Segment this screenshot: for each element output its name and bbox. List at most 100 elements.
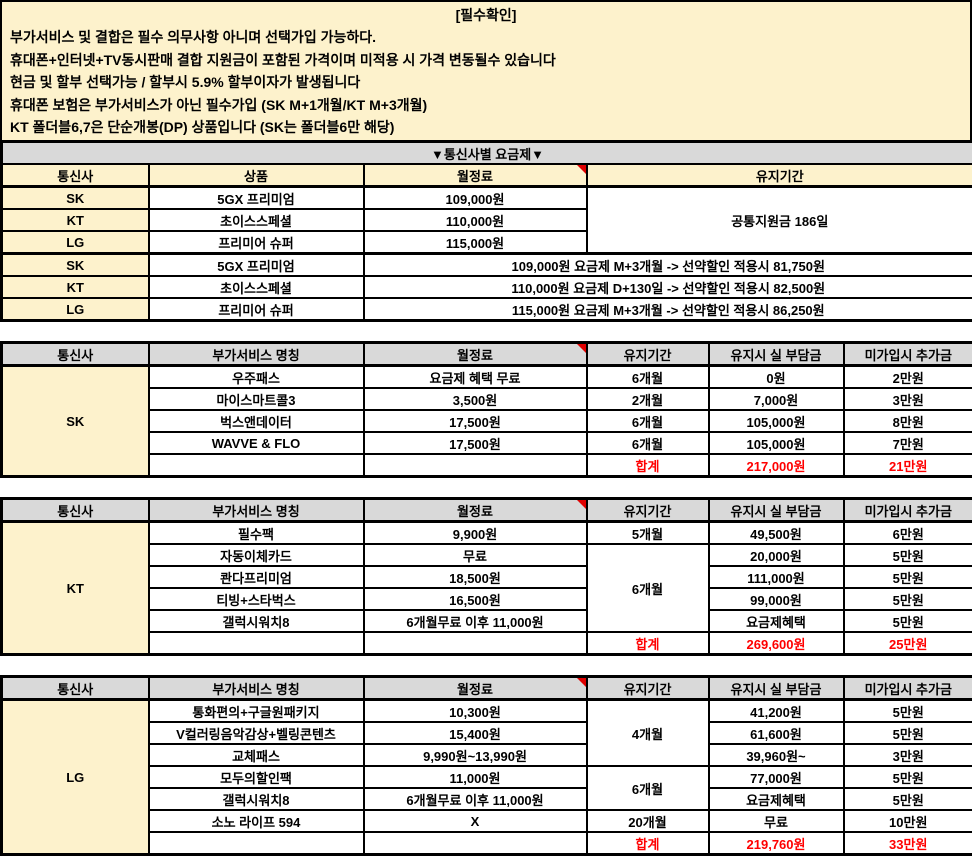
period-cell: 20개월 bbox=[587, 810, 709, 832]
cost-cell: 7,000원 bbox=[709, 388, 844, 410]
rate-plan-table: ▼통신사별 요금제▼ 통신사 상품 월정료 유지기간 SK 5GX 프리미엄 1… bbox=[0, 140, 972, 322]
table-row: SK 우주패스 요금제 혜택 무료 6개월 0원 2만원 bbox=[2, 366, 972, 389]
period-cell: 6개월 bbox=[587, 366, 709, 389]
col-header-extra-charge: 미가입시 추가금 bbox=[844, 677, 972, 700]
empty-cell bbox=[149, 832, 364, 855]
total-cost: 269,600원 bbox=[709, 632, 844, 655]
total-extra: 25만원 bbox=[844, 632, 972, 655]
period-cell: 5개월 bbox=[587, 522, 709, 545]
carrier-cell: LG bbox=[2, 231, 149, 254]
cost-cell: 39,960원~ bbox=[709, 744, 844, 766]
addon-name-cell: 자동이체카드 bbox=[149, 544, 364, 566]
col-header-period: 유지기간 bbox=[587, 164, 972, 187]
kt-addon-table: 통신사 부가서비스 명칭 월정료 유지기간 유지시 실 부담금 미가입시 추가금… bbox=[0, 497, 972, 656]
total-label: 합계 bbox=[587, 632, 709, 655]
col-header-extra-charge: 미가입시 추가금 bbox=[844, 343, 972, 366]
cost-cell: 20,000원 bbox=[709, 544, 844, 566]
table-row: SK 5GX 프리미엄 109,000원 요금제 M+3개월 -> 선약할인 적… bbox=[2, 254, 972, 277]
extra-cell: 10만원 bbox=[844, 810, 972, 832]
cost-cell: 무료 bbox=[709, 810, 844, 832]
extra-cell: 6만원 bbox=[844, 522, 972, 545]
notice-line: 부가서비스 및 결합은 필수 의무사항 아니며 선택가입 가능하다. bbox=[10, 26, 962, 48]
period-cell: 4개월 bbox=[587, 700, 709, 767]
fee-cell: 11,000원 bbox=[364, 766, 587, 788]
notice-line: 현금 및 할부 선택가능 / 할부시 5.9% 할부이자가 발생됩니다 bbox=[10, 71, 962, 93]
period-cell: 6개월 bbox=[587, 766, 709, 810]
extra-cell: 5만원 bbox=[844, 566, 972, 588]
col-header-period: 유지기간 bbox=[587, 343, 709, 366]
cost-cell: 99,000원 bbox=[709, 588, 844, 610]
notice-title: [필수확인] bbox=[10, 4, 962, 26]
discount-detail-cell: 110,000원 요금제 D+130일 -> 선약할인 적용시 82,500원 bbox=[364, 276, 972, 298]
empty-cell bbox=[149, 632, 364, 655]
table-row: KT 필수팩 9,900원 5개월 49,500원 6만원 bbox=[2, 522, 972, 545]
table-title-band: ▼통신사별 요금제▼ bbox=[2, 142, 972, 165]
fee-cell: 6개월무료 이후 11,000원 bbox=[364, 610, 587, 632]
table-row: LG 통화편의+구글원패키지 10,300원 4개월 41,200원 5만원 bbox=[2, 700, 972, 723]
carrier-cell: KT bbox=[2, 522, 149, 655]
notice-line: 휴대폰 보험은 부가서비스가 아닌 필수가입 (SK M+1개월/KT M+3개… bbox=[10, 94, 962, 116]
addon-name-cell: 티빙+스타벅스 bbox=[149, 588, 364, 610]
empty-cell bbox=[364, 454, 587, 477]
col-header-fee: 월정료 bbox=[364, 677, 587, 700]
extra-cell: 5만원 bbox=[844, 766, 972, 788]
addon-name-cell: 통화편의+구글원패키지 bbox=[149, 700, 364, 723]
carrier-cell: KT bbox=[2, 209, 149, 231]
cost-cell: 요금제혜택 bbox=[709, 610, 844, 632]
col-header-addon-name: 부가서비스 명칭 bbox=[149, 343, 364, 366]
carrier-cell: LG bbox=[2, 700, 149, 855]
discount-detail-cell: 109,000원 요금제 M+3개월 -> 선약할인 적용시 81,750원 bbox=[364, 254, 972, 277]
table-row: LG 프리미어 슈퍼 115,000원 요금제 M+3개월 -> 선약할인 적용… bbox=[2, 298, 972, 321]
fee-cell: 9,990원~13,990원 bbox=[364, 744, 587, 766]
col-header-carrier: 통신사 bbox=[2, 164, 149, 187]
col-header-carrier: 통신사 bbox=[2, 343, 149, 366]
cost-cell: 41,200원 bbox=[709, 700, 844, 723]
carrier-cell: SK bbox=[2, 366, 149, 477]
product-cell: 프리미어 슈퍼 bbox=[149, 231, 364, 254]
col-header-carrier: 통신사 bbox=[2, 677, 149, 700]
carrier-cell: LG bbox=[2, 298, 149, 321]
col-header-actual-cost: 유지시 실 부담금 bbox=[709, 677, 844, 700]
col-header-fee: 월정료 bbox=[364, 499, 587, 522]
extra-cell: 5만원 bbox=[844, 700, 972, 723]
fee-cell: 10,300원 bbox=[364, 700, 587, 723]
addon-name-cell: 콴다프리미엄 bbox=[149, 566, 364, 588]
extra-cell: 5만원 bbox=[844, 788, 972, 810]
cost-cell: 61,600원 bbox=[709, 722, 844, 744]
carrier-cell: SK bbox=[2, 187, 149, 210]
addon-name-cell: 갤럭시워치8 bbox=[149, 610, 364, 632]
cost-cell: 111,000원 bbox=[709, 566, 844, 588]
extra-cell: 5만원 bbox=[844, 588, 972, 610]
fee-cell: 110,000원 bbox=[364, 209, 587, 231]
fee-cell: 17,500원 bbox=[364, 410, 587, 432]
col-header-period: 유지기간 bbox=[587, 499, 709, 522]
col-header-product: 상품 bbox=[149, 164, 364, 187]
sk-addon-table: 통신사 부가서비스 명칭 월정료 유지기간 유지시 실 부담금 미가입시 추가금… bbox=[0, 341, 972, 478]
col-header-actual-cost: 유지시 실 부담금 bbox=[709, 343, 844, 366]
addon-name-cell: 필수팩 bbox=[149, 522, 364, 545]
extra-cell: 5만원 bbox=[844, 544, 972, 566]
total-cost: 217,000원 bbox=[709, 454, 844, 477]
col-header-carrier: 통신사 bbox=[2, 499, 149, 522]
retention-note-cell: 공통지원금 186일 bbox=[587, 187, 972, 254]
col-header-fee: 월정료 bbox=[364, 164, 587, 187]
total-extra: 21만원 bbox=[844, 454, 972, 477]
addon-name-cell: 모두의할인팩 bbox=[149, 766, 364, 788]
extra-cell: 2만원 bbox=[844, 366, 972, 389]
cost-cell: 49,500원 bbox=[709, 522, 844, 545]
fee-cell: 109,000원 bbox=[364, 187, 587, 210]
product-cell: 초이스스페셜 bbox=[149, 276, 364, 298]
table-row: SK 5GX 프리미엄 109,000원 공통지원금 186일 bbox=[2, 187, 972, 210]
notice-line: 휴대폰+인터넷+TV동시판매 결합 지원금이 포함된 가격이며 미적용 시 가격… bbox=[10, 49, 962, 71]
fee-cell: 9,900원 bbox=[364, 522, 587, 545]
carrier-cell: KT bbox=[2, 276, 149, 298]
addon-name-cell: 교체패스 bbox=[149, 744, 364, 766]
cost-cell: 105,000원 bbox=[709, 432, 844, 454]
product-cell: 프리미어 슈퍼 bbox=[149, 298, 364, 321]
empty-cell bbox=[364, 632, 587, 655]
addon-name-cell: V컬러링음악감상+벨링콘텐츠 bbox=[149, 722, 364, 744]
table-row: KT 초이스스페셜 110,000원 요금제 D+130일 -> 선약할인 적용… bbox=[2, 276, 972, 298]
cost-cell: 105,000원 bbox=[709, 410, 844, 432]
extra-cell: 7만원 bbox=[844, 432, 972, 454]
fee-cell: 115,000원 bbox=[364, 231, 587, 254]
